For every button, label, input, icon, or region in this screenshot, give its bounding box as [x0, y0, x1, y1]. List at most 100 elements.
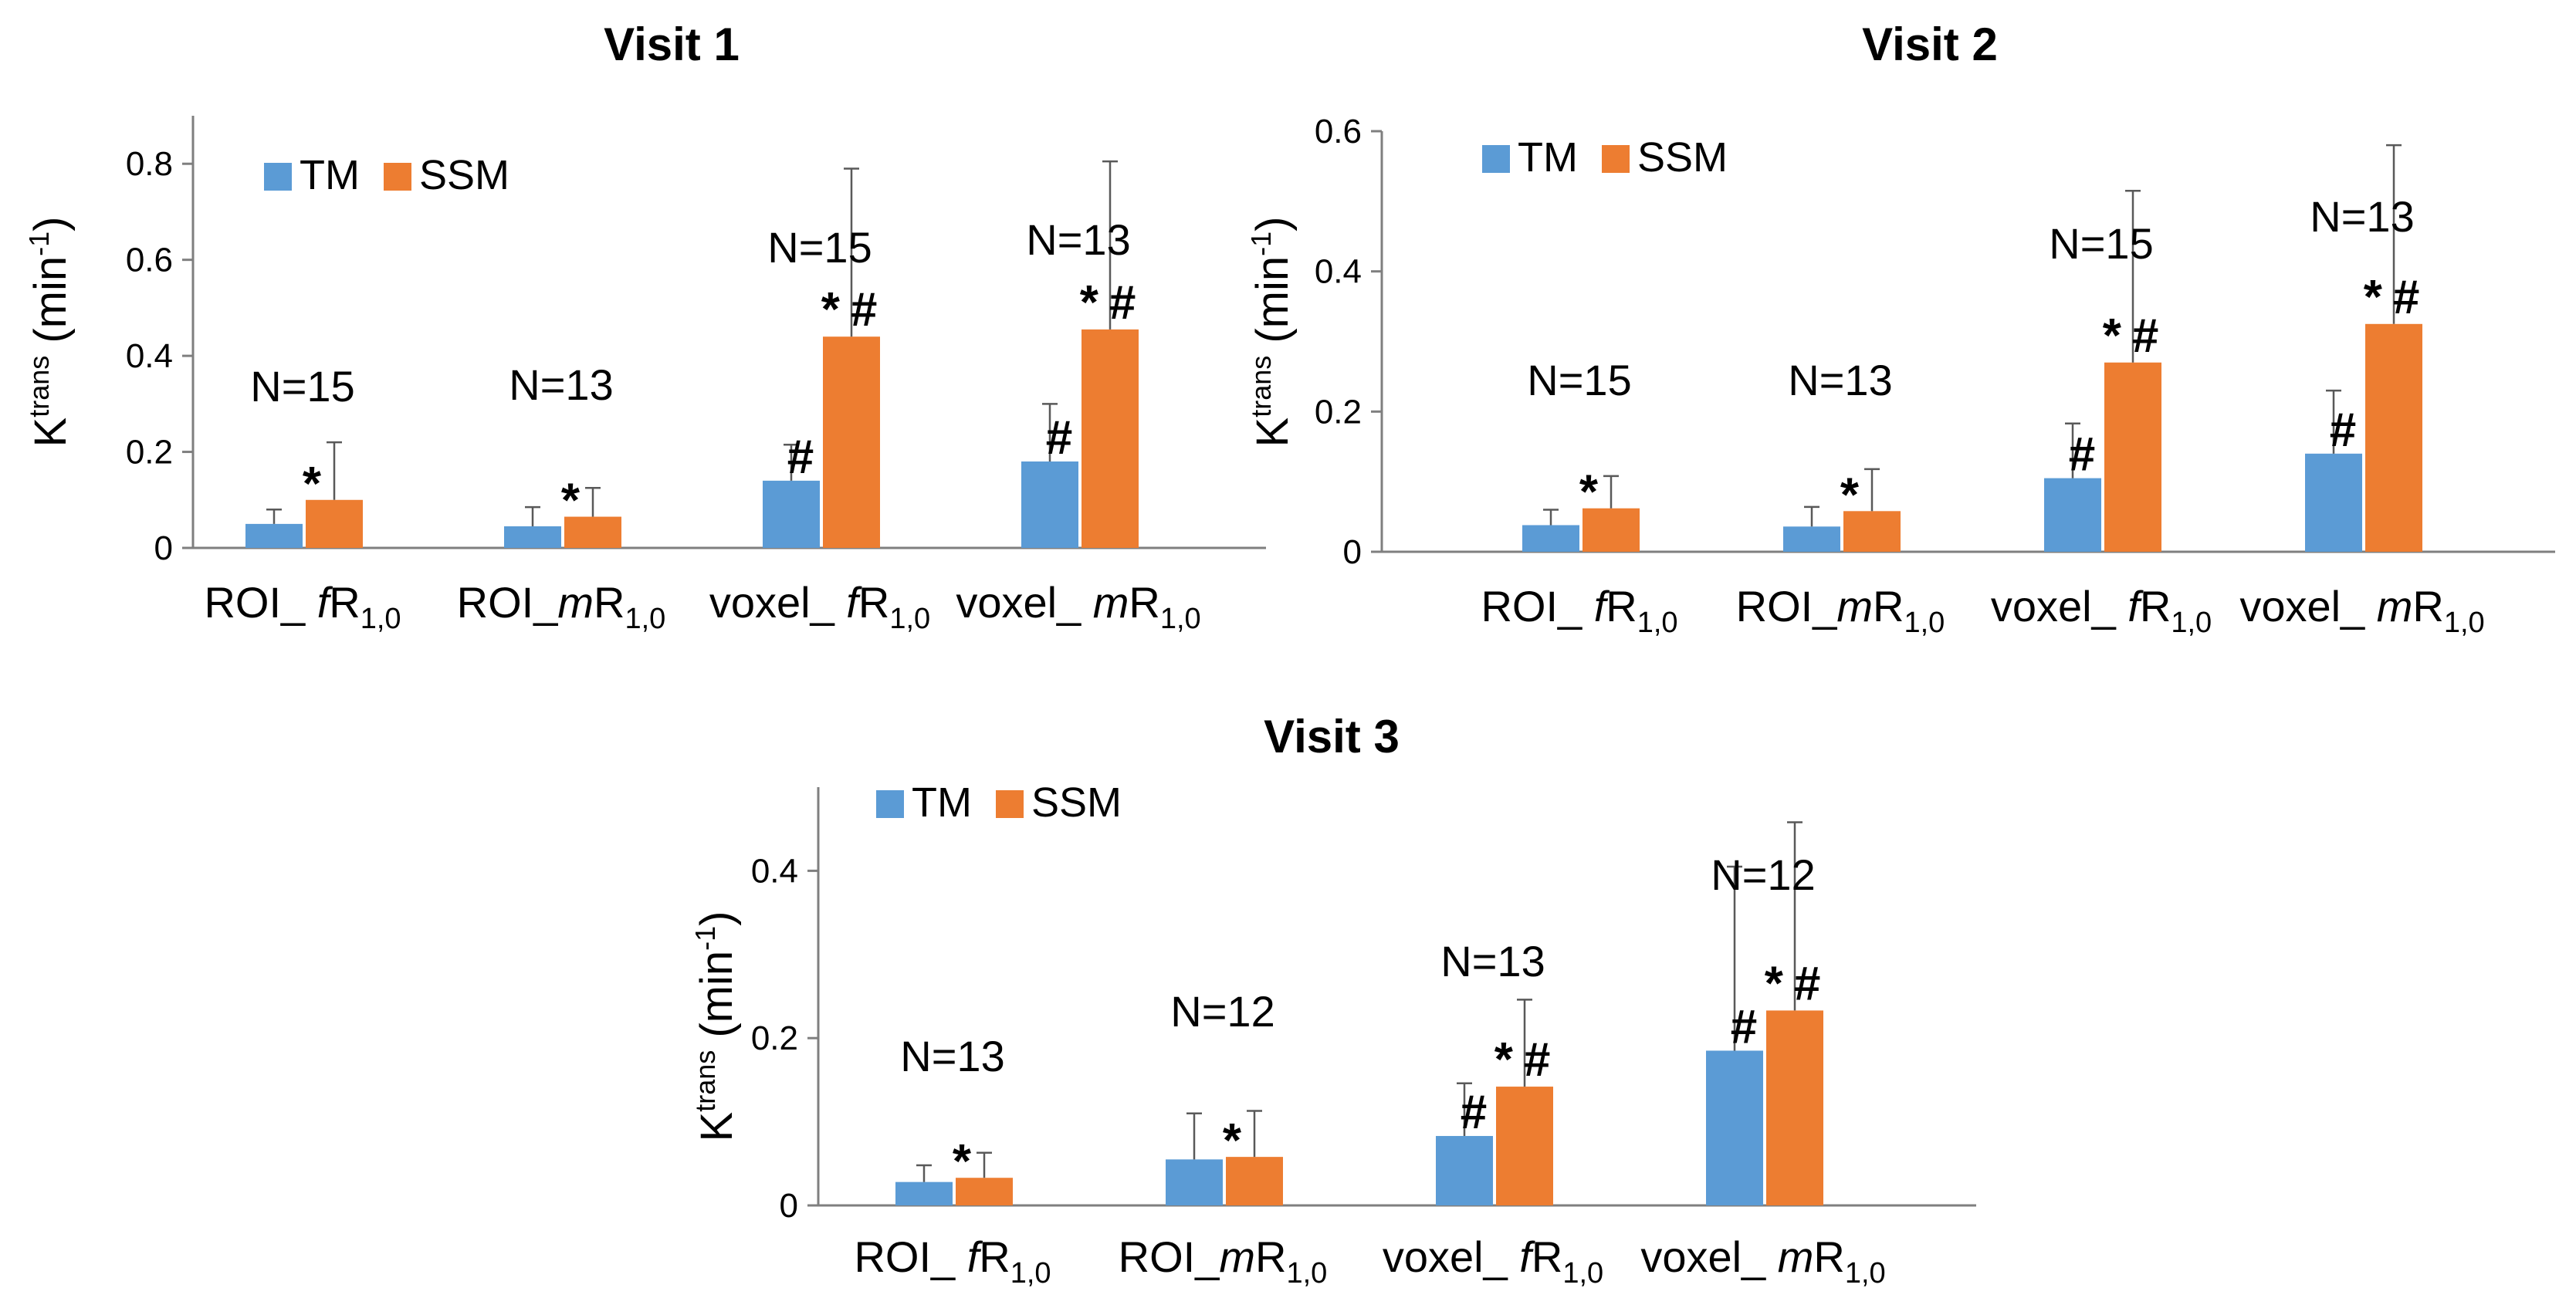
- bar-tm-1: [1522, 525, 1579, 552]
- x-category-label: voxel_ mR1,0: [956, 578, 1200, 635]
- significance-mark: *: [953, 1135, 972, 1188]
- y-tick-label: 0.2: [1315, 393, 1362, 431]
- bar-ssm-3: [1496, 1087, 1553, 1205]
- bar-tm-2: [1166, 1159, 1223, 1205]
- x-category-label: voxel_ mR1,0: [1640, 1232, 1885, 1290]
- bar-ssm-2: [1226, 1157, 1283, 1205]
- y-tick-label: 0.2: [751, 1019, 798, 1057]
- bar-tm-1: [245, 523, 303, 548]
- legend-label-ssm: SSM: [1031, 779, 1122, 826]
- bar-ssm-4: [2365, 323, 2422, 552]
- y-tick-label: 0.8: [126, 145, 173, 183]
- sample-size-label: N=15: [250, 362, 354, 411]
- x-category-label: ROI_ fR1,0: [204, 578, 401, 635]
- bar-tm-1: [895, 1181, 953, 1205]
- significance-mark: *: [1223, 1114, 1242, 1168]
- significance-mark: *#: [821, 283, 889, 336]
- x-category-label: voxel_ fR1,0: [1991, 582, 2212, 639]
- x-category-label: voxel_ fR1,0: [1383, 1232, 1603, 1290]
- bar-ssm-3: [823, 336, 880, 548]
- legend-label-tm: TM: [912, 779, 972, 826]
- significance-mark: *#: [1080, 276, 1147, 330]
- x-category-label: ROI_ fR1,0: [854, 1232, 1051, 1290]
- bar-tm-4: [2305, 453, 2362, 552]
- sample-size-label: N=13: [2310, 192, 2414, 241]
- bar-tm-4: [1706, 1050, 1763, 1205]
- significance-mark: #: [1731, 1000, 1757, 1053]
- sample-size-label: N=15: [2049, 219, 2153, 268]
- sample-size-label: N=13: [509, 360, 613, 409]
- x-category-label: voxel_ mR1,0: [2239, 582, 2484, 639]
- sample-size-label: N=13: [900, 1032, 1004, 1080]
- y-tick-label: 0.4: [126, 337, 173, 375]
- chart-title: Visit 1: [604, 19, 740, 70]
- legend-swatch-tm: [876, 790, 904, 818]
- bar-tm-4: [1021, 461, 1078, 548]
- x-category-label: voxel_ fR1,0: [709, 578, 930, 635]
- bar-tm-2: [504, 526, 561, 548]
- chart-title: Visit 2: [1862, 19, 1998, 70]
- y-axis-label: Ktrans (min-1): [1245, 217, 1298, 448]
- bar-tm-3: [763, 480, 820, 548]
- significance-mark: *#: [1494, 1033, 1562, 1087]
- bar-ssm-1: [956, 1178, 1013, 1205]
- sample-size-label: N=15: [1527, 356, 1631, 404]
- chart-panel-1: Visit 1 0 0.2 0.4 0.6 0.8 Ktrans (min-1) TM SSM *…: [23, 19, 1266, 635]
- sample-size-label: N=12: [1711, 850, 1815, 899]
- x-category-label: ROI_ fR1,0: [1481, 582, 1677, 639]
- y-axis-label: Ktrans (min-1): [689, 911, 742, 1142]
- bar-ssm-3: [2104, 362, 2161, 552]
- sample-size-label: N=13: [1788, 356, 1892, 404]
- bar-ssm-2: [564, 516, 621, 548]
- legend: TM SSM: [876, 779, 1122, 826]
- chart-panel-2: Visit 2 0 0.2 0.4 0.6 Ktrans (min-1) TM SSM * N=1…: [1245, 19, 2555, 639]
- legend-label-tm: TM: [300, 152, 360, 198]
- y-tick-label: 0.4: [751, 852, 798, 890]
- y-tick-label: 0: [154, 529, 173, 567]
- legend-label-ssm: SSM: [419, 152, 509, 198]
- legend-swatch-ssm: [384, 163, 411, 191]
- x-category-label: ROI_mR1,0: [1119, 1232, 1328, 1290]
- bar-ssm-4: [1766, 1010, 1823, 1205]
- legend-swatch-tm: [1482, 145, 1510, 173]
- x-category-label: ROI_mR1,0: [457, 578, 666, 635]
- x-category-label: ROI_mR1,0: [1736, 582, 1945, 639]
- significance-mark: #: [2330, 404, 2356, 457]
- bar-ssm-1: [306, 499, 363, 548]
- bar-tm-3: [2044, 478, 2101, 552]
- significance-mark: *: [1840, 468, 1860, 522]
- y-tick-label: 0.4: [1315, 253, 1362, 291]
- legend-label-tm: TM: [1518, 134, 1578, 181]
- bar-ssm-4: [1082, 329, 1139, 548]
- significance-mark: #: [1461, 1086, 1487, 1139]
- legend-label-ssm: SSM: [1637, 134, 1728, 181]
- bar-ssm-2: [1843, 511, 1901, 552]
- bar-ssm-1: [1582, 508, 1640, 552]
- significance-mark: *#: [1765, 957, 1832, 1010]
- significance-mark: *#: [2103, 309, 2170, 363]
- y-tick-label: 0.2: [126, 434, 173, 472]
- legend: TM SSM: [264, 152, 509, 198]
- significance-mark: *#: [2364, 271, 2431, 324]
- bar-tm-2: [1783, 526, 1840, 552]
- significance-mark: #: [1046, 411, 1072, 465]
- y-axis-label: Ktrans (min-1): [23, 217, 76, 448]
- significance-mark: #: [2069, 428, 2095, 482]
- sample-size-label: N=15: [767, 223, 872, 272]
- legend-swatch-tm: [264, 163, 292, 191]
- y-tick-label: 0.6: [126, 242, 173, 279]
- significance-mark: #: [787, 431, 814, 484]
- significance-mark: *: [561, 475, 581, 528]
- y-tick-label: 0: [1343, 533, 1362, 571]
- bar-tm-3: [1436, 1136, 1493, 1205]
- sample-size-label: N=12: [1170, 987, 1274, 1036]
- legend: TM SSM: [1482, 134, 1728, 181]
- y-tick-label: 0.6: [1315, 113, 1362, 150]
- legend-swatch-ssm: [1602, 145, 1630, 173]
- significance-mark: *: [303, 458, 322, 511]
- y-tick-label: 0: [780, 1187, 798, 1225]
- chart-title: Visit 3: [1264, 711, 1400, 762]
- sample-size-label: N=13: [1026, 215, 1130, 264]
- legend-swatch-ssm: [996, 790, 1024, 818]
